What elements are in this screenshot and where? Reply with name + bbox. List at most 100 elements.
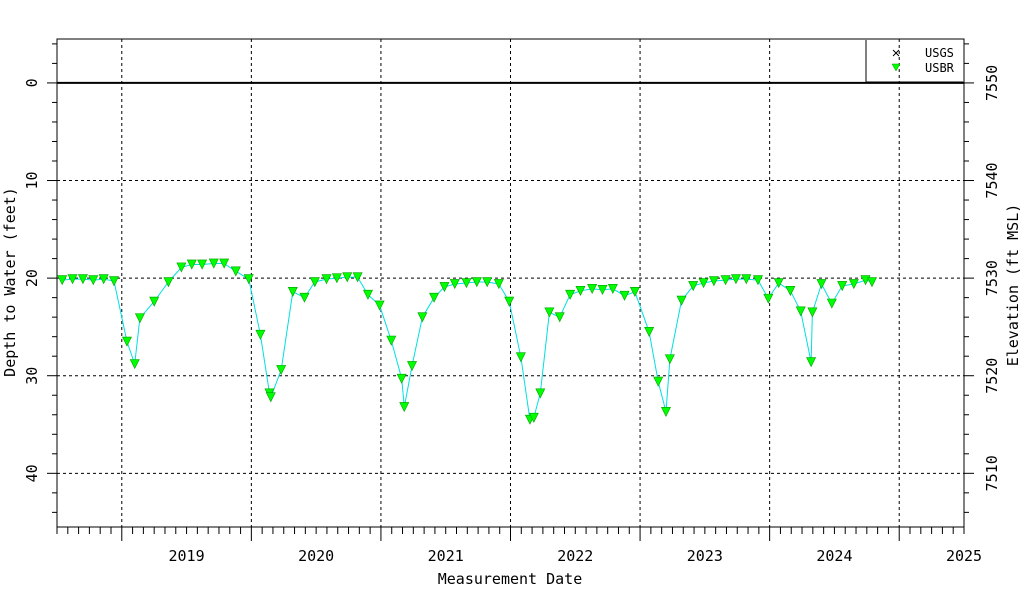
usbr-point xyxy=(134,313,145,324)
grid-lines xyxy=(57,39,964,527)
usbr-point xyxy=(352,272,363,283)
usbr-point xyxy=(309,277,320,288)
usbr-point xyxy=(77,274,88,285)
usbr-point xyxy=(396,373,407,384)
usbr-point xyxy=(848,279,859,290)
right-tick-label-7550: 7550 xyxy=(983,65,1001,101)
legend-usbr-marker xyxy=(891,63,901,72)
usbr-point xyxy=(98,274,109,285)
usbr-point xyxy=(837,281,848,292)
left-tick-label-40: 40 xyxy=(23,464,41,482)
legend-usgs-label: USGS xyxy=(925,46,954,60)
usbr-point xyxy=(197,259,208,270)
usbr-point xyxy=(88,275,99,286)
usbr-point xyxy=(57,275,68,286)
left-axis-title: Depth to Water (feet) xyxy=(1,187,19,377)
usbr-point xyxy=(587,284,598,295)
x-axis-title: Measurement Date xyxy=(438,570,583,588)
legend: USGS USBR xyxy=(865,40,963,83)
x-tick-label-2022: 2022 xyxy=(557,547,593,565)
right-tick-label-7540: 7540 xyxy=(983,162,1001,198)
usbr-point xyxy=(785,286,796,296)
usbr-point xyxy=(186,259,197,270)
usbr-point xyxy=(661,407,671,418)
usbr-point xyxy=(565,289,576,300)
x-tick-label-2025: 2025 xyxy=(946,547,982,565)
right-tick-labels: 7510 7520 7530 7540 7550 xyxy=(983,65,1001,492)
usbr-point xyxy=(399,402,410,413)
usbr-point xyxy=(607,284,618,295)
usbr-point xyxy=(109,276,119,287)
usbr-point xyxy=(816,279,827,290)
usbr-point xyxy=(439,282,450,293)
usbr-point xyxy=(515,352,526,363)
usbr-point xyxy=(287,286,298,297)
usbr-point xyxy=(504,296,515,307)
usbr-point xyxy=(752,275,763,286)
usbr-point xyxy=(449,279,460,290)
usbr-point xyxy=(417,312,428,323)
x-tick-label-2024: 2024 xyxy=(816,547,852,565)
usbr-point xyxy=(826,298,837,309)
usbr-point xyxy=(795,306,806,317)
usbr-point xyxy=(321,274,332,285)
usbr-point xyxy=(619,290,630,301)
usbr-point xyxy=(597,285,608,296)
usbr-point xyxy=(362,289,373,300)
left-tick-label-20: 20 xyxy=(23,269,41,287)
right-tick-label-7520: 7520 xyxy=(983,358,1001,394)
usbr-point xyxy=(299,292,310,303)
right-tick-label-7530: 7530 xyxy=(983,260,1001,296)
left-tick-label-0: 0 xyxy=(23,78,41,87)
usbr-point xyxy=(763,293,774,304)
usbr-point xyxy=(386,335,397,346)
usbr-point xyxy=(163,277,174,288)
usbr-point xyxy=(773,278,784,289)
x-tick-labels: 2019 2020 2021 2022 2023 2024 2025 xyxy=(169,547,983,565)
usbr-point xyxy=(342,272,353,283)
x-tick-label-2020: 2020 xyxy=(298,547,334,565)
usbr-point xyxy=(429,292,440,303)
usbr-point xyxy=(720,275,731,286)
usbr-point xyxy=(471,277,482,288)
legend-usbr-label: USBR xyxy=(925,61,955,75)
series-points xyxy=(57,258,877,425)
usbr-point xyxy=(149,296,160,307)
usbr-point xyxy=(374,300,385,311)
usbr-point xyxy=(644,326,655,337)
usbr-point xyxy=(741,274,752,285)
usbr-point xyxy=(461,278,472,289)
usbr-point xyxy=(653,376,664,387)
left-tick-label-10: 10 xyxy=(23,171,41,189)
x-tick-label-2019: 2019 xyxy=(169,547,205,565)
usbr-point xyxy=(730,274,741,285)
usbr-point xyxy=(482,277,493,288)
usbr-point xyxy=(331,273,342,284)
usbr-point xyxy=(535,388,546,399)
right-axis-title: Elevation (ft MSL) xyxy=(1004,204,1022,367)
usbr-point xyxy=(407,361,418,372)
usbr-point xyxy=(807,307,818,318)
usbr-point xyxy=(230,266,241,277)
usbr-point xyxy=(219,258,230,269)
usbr-point xyxy=(208,258,219,269)
usbr-point xyxy=(629,286,640,297)
usbr-point xyxy=(265,392,276,403)
minor-ticks xyxy=(47,43,974,541)
right-tick-label-7510: 7510 xyxy=(983,455,1001,491)
usbr-point xyxy=(867,277,877,288)
left-tick-labels: 0 10 20 30 40 xyxy=(23,78,41,482)
usbr-point xyxy=(664,354,675,365)
usbr-point xyxy=(676,295,687,306)
legend-usgs-marker xyxy=(892,49,900,57)
usbr-point xyxy=(67,274,78,285)
usbr-point xyxy=(121,336,132,347)
left-tick-label-30: 30 xyxy=(23,367,41,385)
usbr-point xyxy=(698,278,709,289)
usbr-point xyxy=(708,276,719,287)
usbr-point xyxy=(493,279,504,290)
usbr-point xyxy=(575,286,586,296)
usbr-point xyxy=(255,329,266,340)
usbr-point xyxy=(129,359,140,370)
